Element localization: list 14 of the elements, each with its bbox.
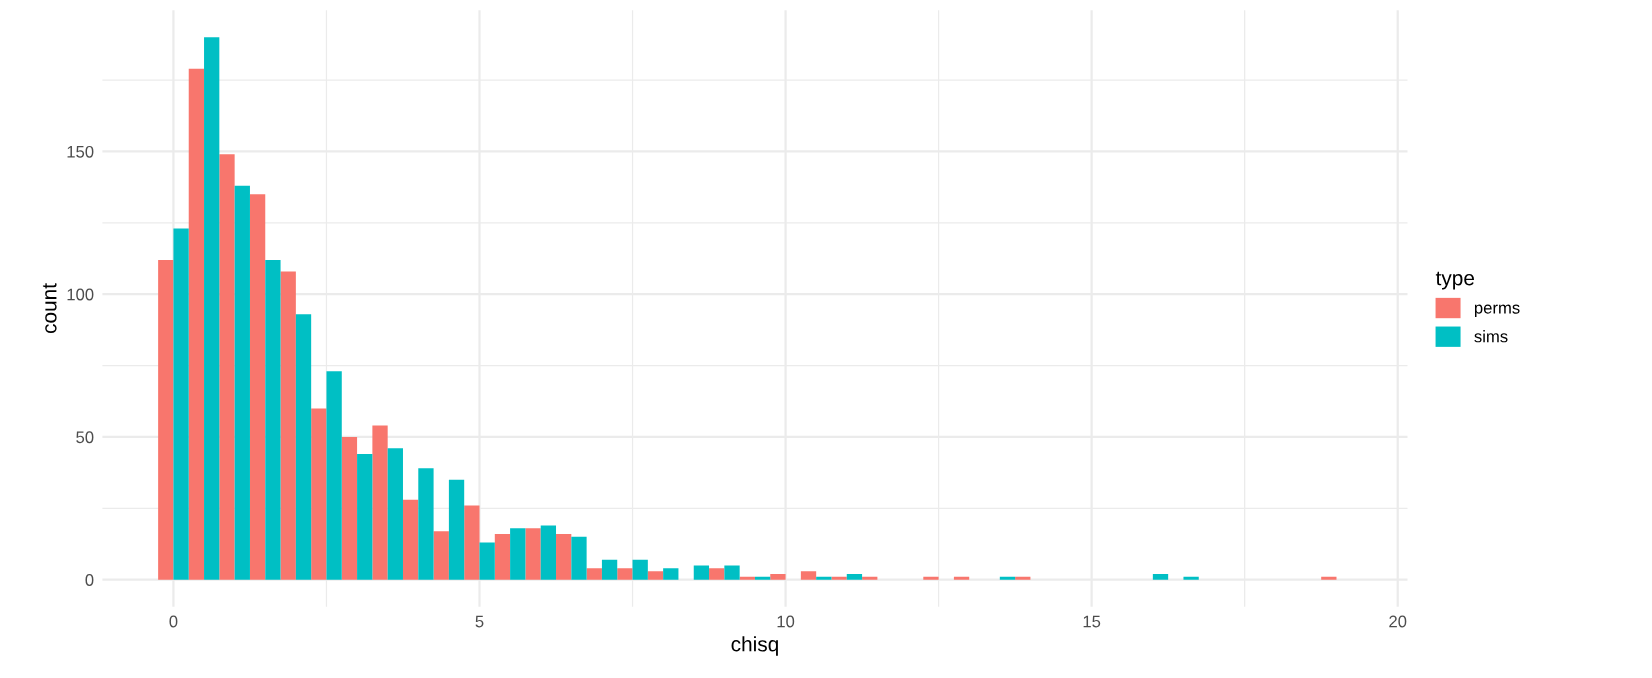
legend-label: sims (1474, 330, 1508, 343)
x-tick-label: 10 (777, 615, 795, 628)
legend-title: type (1435, 271, 1475, 290)
x-tick-label: 15 (1083, 615, 1101, 628)
x-tick-label: 0 (169, 615, 178, 628)
x-axis-title: chisq (731, 636, 778, 656)
x-tick-label: 5 (475, 615, 484, 628)
y-tick-label: 100 (67, 288, 94, 301)
x-tick-label: 20 (1389, 615, 1407, 628)
y-tick-label: 0 (85, 574, 94, 586)
y-axis-title: count (42, 283, 57, 334)
y-tick-label: 50 (76, 431, 94, 444)
legend-label: perms (1474, 304, 1520, 317)
y-tick-label: 150 (67, 145, 94, 158)
